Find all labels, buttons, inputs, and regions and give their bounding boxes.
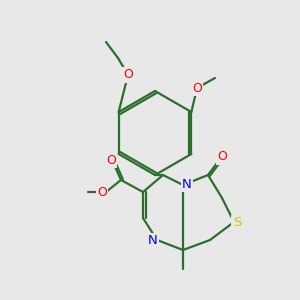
Text: N: N	[182, 178, 192, 190]
Text: O: O	[106, 154, 116, 166]
Text: O: O	[123, 68, 133, 82]
Text: O: O	[217, 151, 227, 164]
Text: O: O	[192, 82, 202, 94]
Text: N: N	[148, 235, 158, 248]
Text: S: S	[233, 217, 241, 230]
Text: O: O	[97, 185, 107, 199]
